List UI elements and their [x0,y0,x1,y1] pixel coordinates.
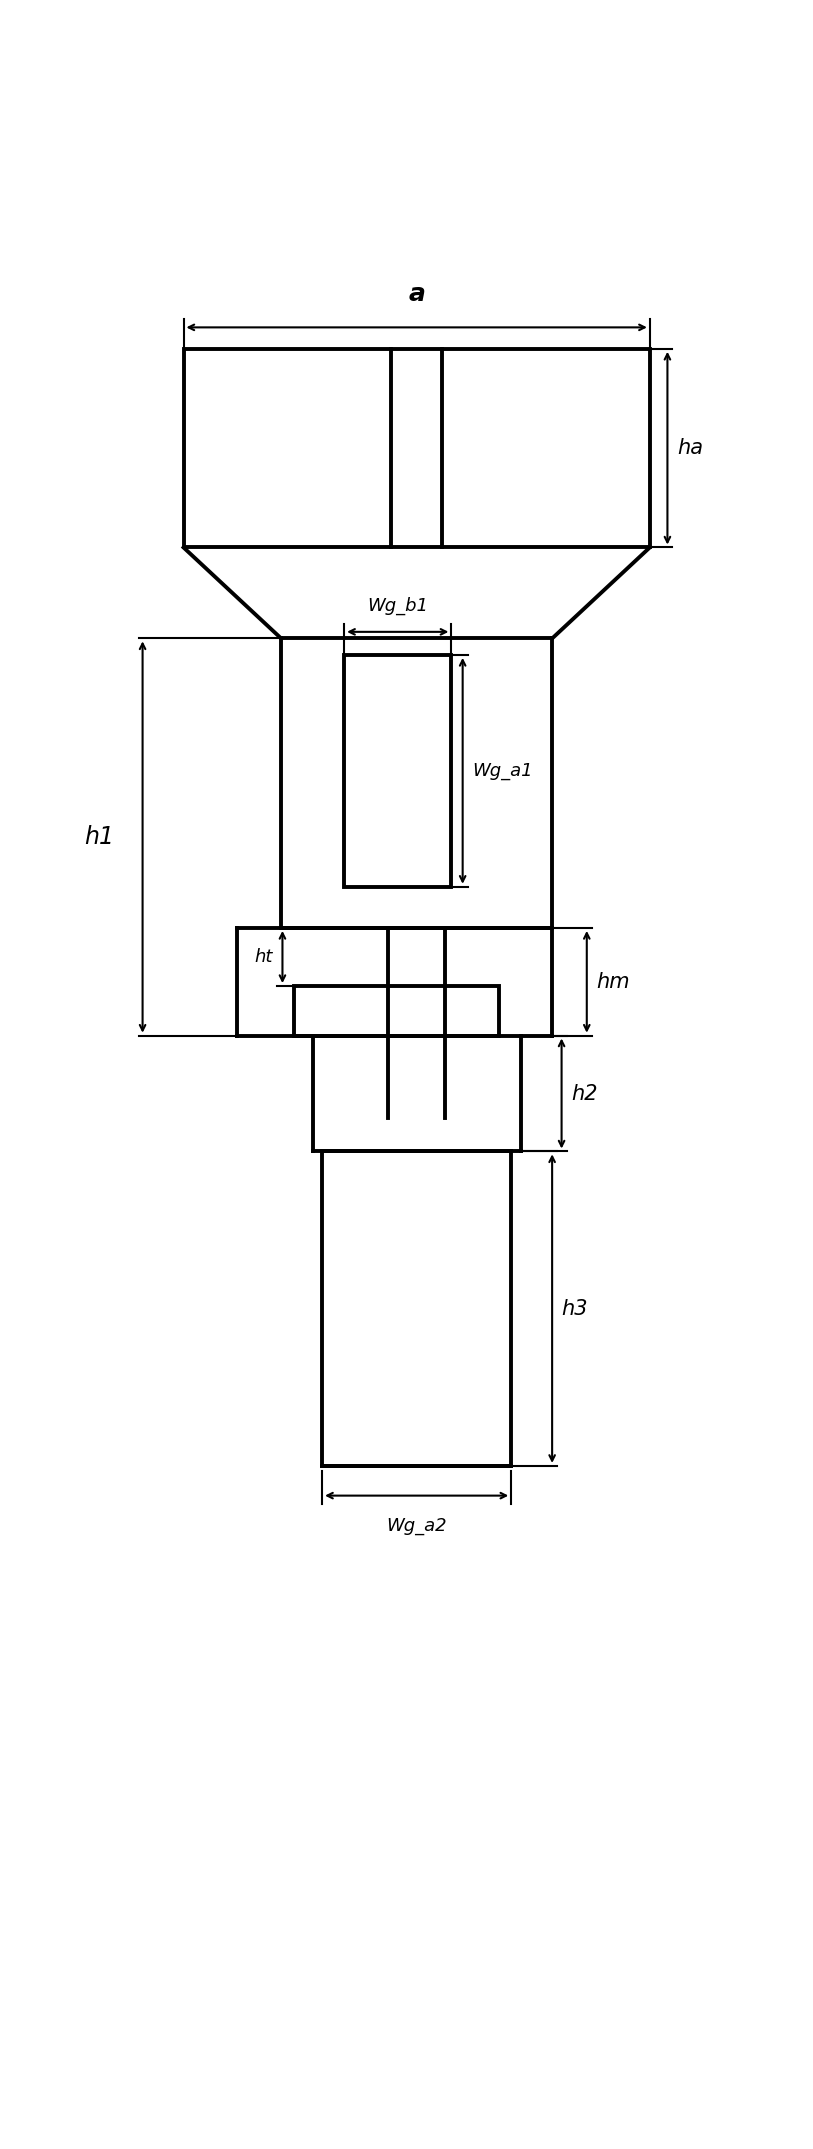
Text: Wg_a2: Wg_a2 [386,1517,447,1534]
Text: h1: h1 [85,825,114,849]
Text: h2: h2 [571,1083,598,1105]
Bar [322,1152,511,1466]
Text: h3: h3 [562,1298,588,1319]
Text: Wg_a1: Wg_a1 [472,763,533,780]
Text: Wg_b1: Wg_b1 [367,597,428,615]
Text: ha: ha [677,438,703,458]
Bar [293,986,498,1036]
Text: a: a [408,282,425,305]
Bar [344,655,451,888]
Bar [184,348,650,548]
Text: hm: hm [596,971,630,993]
Text: ht: ht [254,948,273,967]
